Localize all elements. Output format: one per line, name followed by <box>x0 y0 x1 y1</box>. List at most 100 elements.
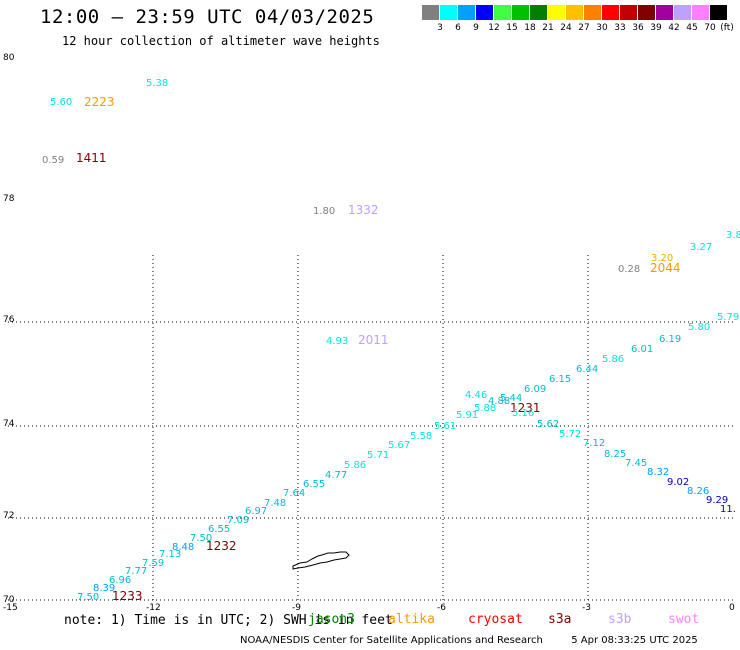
legend-label: 42 <box>668 23 680 33</box>
wave-height-value: 3.20 <box>651 253 673 264</box>
pass-time-label: 1411 <box>76 151 107 165</box>
wave-height-value: 7.59 <box>142 558 164 569</box>
legend-label: 18 <box>524 23 536 33</box>
longitude-label: -6 <box>437 603 446 613</box>
latitude-label: 74 <box>3 419 15 429</box>
legend-swatch <box>620 5 637 20</box>
note-line: note: 1) Time is in UTC; 2) SWH is in fe… <box>64 613 393 628</box>
wave-height-value: 4.77 <box>325 470 347 481</box>
legend-label: 70 <box>704 23 716 33</box>
latitude-label: 76 <box>3 315 15 325</box>
satellite-legend-s3b: s3b <box>608 612 632 627</box>
legend-swatch <box>512 5 529 20</box>
pass-time-label: 2044 <box>650 261 681 275</box>
legend-swatch <box>548 5 565 20</box>
wave-height-value: 6.15 <box>549 374 571 385</box>
wave-height-value: 9.02 <box>667 477 689 488</box>
legend-label: 12 <box>488 23 500 33</box>
legend-swatch <box>674 5 691 20</box>
note-text: note: 1) Time is in UTC; 2) SWH is in fe… <box>64 613 393 628</box>
legend-swatch <box>440 5 457 20</box>
wave-height-value: 0.59 <box>42 155 64 166</box>
legend-swatch <box>476 5 493 20</box>
wave-height-value: 6.19 <box>659 334 681 345</box>
wave-height-value: 4.88 <box>488 396 510 407</box>
wave-height-value: 5.16 <box>512 408 534 419</box>
wave-height-value: 7.50 <box>77 592 99 603</box>
jan-mayen-island <box>292 551 350 570</box>
legend-swatch <box>494 5 511 20</box>
wave-height-value: 5.86 <box>602 354 624 365</box>
wave-height-legend: 3 6 9 12 15 18 21 24 27 30 33 36 39 42 45 70 (ft) <box>422 5 734 35</box>
wave-height-value: 7.13 <box>159 549 181 560</box>
legend-label: 30 <box>596 23 608 33</box>
pass-time-label: 1332 <box>348 203 379 217</box>
wave-height-value: 5.72 <box>559 429 581 440</box>
wave-height-value: 5.60 <box>50 97 72 108</box>
legend-swatch <box>692 5 709 20</box>
satellite-legend-jason3: jason3 <box>308 612 355 627</box>
wave-height-value: 8.26 <box>687 486 709 497</box>
wave-height-value: 4.46 <box>465 390 487 401</box>
axis-labels: 80 78 76 74 72 70-15 -12 -9 -6 -3 0 <box>3 53 735 613</box>
longitude-label: -3 <box>582 603 591 613</box>
wave-height-value: 5.44 <box>500 393 522 404</box>
wave-height-value: 11. <box>720 504 736 515</box>
longitude-label: -9 <box>292 603 301 613</box>
wave-height-value: 6.55 <box>208 524 230 535</box>
longitude-label: 0 <box>729 603 735 613</box>
footer-credit: NOAA/NESDIS Center for Satellite Applica… <box>240 635 543 646</box>
latitude-label: 80 <box>3 53 15 63</box>
wave-height-value: 5.80 <box>688 322 710 333</box>
legend-label: 27 <box>578 23 590 33</box>
wave-height-value: 8.39 <box>93 583 115 594</box>
wave-height-value: 5.91 <box>456 410 478 421</box>
legend-label: 15 <box>506 23 518 33</box>
legend-swatch <box>566 5 583 20</box>
wave-height-value: 5.62 <box>537 419 559 430</box>
legend-label: 45 <box>686 23 698 33</box>
latitude-label: 72 <box>3 511 14 521</box>
satellite-legend-swot: swot <box>668 612 700 627</box>
legend-swatch <box>584 5 601 20</box>
longitude-label: -15 <box>3 603 18 613</box>
wave-height-value: 5.67 <box>388 440 410 451</box>
observation-labels: 5.38 5.60 2223 0.59 1411 1.80 1332 3.8 3.27 3.20 0… <box>42 78 740 603</box>
pass-time-label: 1232 <box>206 539 237 553</box>
footer-timestamp: 5 Apr 08:33:25 UTC 2025 <box>571 635 698 646</box>
satellite-legend-s3a: s3a <box>548 612 572 627</box>
wave-height-value: 6.09 <box>524 384 546 395</box>
wave-height-value: 3.8 <box>726 230 740 241</box>
legend-label: 24 <box>560 23 572 33</box>
wave-height-value: 7.12 <box>583 438 605 449</box>
wave-height-value: 0.28 <box>618 264 640 275</box>
legend-swatch <box>638 5 655 20</box>
wave-height-value: 5.58 <box>410 431 432 442</box>
pass-time-label: 1233 <box>112 589 143 603</box>
pass-time-label: 2011 <box>358 333 389 347</box>
legend-label: 39 <box>650 23 662 33</box>
footer: NOAA/NESDIS Center for Satellite Applica… <box>240 635 698 646</box>
legend-label: 3 <box>437 23 443 33</box>
pass-time-label: 1231 <box>510 401 541 415</box>
legend-label: 36 <box>632 23 644 33</box>
wave-height-value: 5.88 <box>474 403 496 414</box>
legend-swatch <box>602 5 619 20</box>
page-title: 12:00 – 23:59 UTC 04/03/2025 <box>40 6 375 28</box>
wave-height-value: 1.80 <box>313 206 335 217</box>
wave-height-value: 7.09 <box>227 515 249 526</box>
pass-time-label: 2223 <box>84 95 115 109</box>
wave-height-value: 4.93 <box>326 336 348 347</box>
wave-height-value: 8.25 <box>604 449 626 460</box>
latitude-label: 78 <box>3 194 15 204</box>
wave-height-value: 5.79 <box>717 312 739 323</box>
page-subtitle: 12 hour collection of altimeter wave hei… <box>62 34 380 48</box>
wave-height-value: 6.97 <box>245 506 267 517</box>
wave-height-value: 8.32 <box>647 467 669 478</box>
legend-label: 33 <box>614 23 626 33</box>
longitude-label: -12 <box>146 603 161 613</box>
wave-height-value: 8.48 <box>172 542 194 553</box>
wave-height-value: 5.61 <box>434 421 456 432</box>
wave-height-value: 9.29 <box>706 495 728 506</box>
